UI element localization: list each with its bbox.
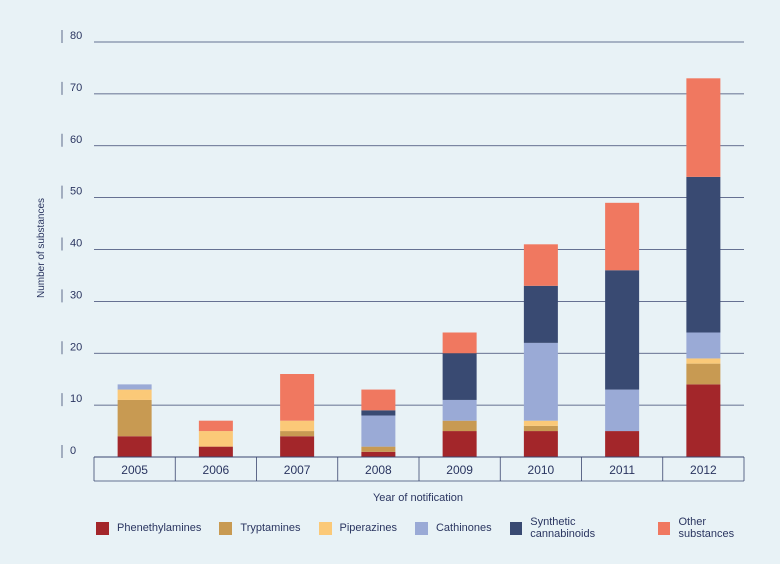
bar-2010-piperazines — [523, 420, 558, 426]
bar-2007-other-substances — [280, 374, 315, 421]
bar-2008-tryptamines — [361, 446, 396, 452]
y-axis-title: Number of substances — [36, 198, 47, 298]
bar-2005-tryptamines — [117, 399, 152, 437]
legend-swatch — [219, 521, 233, 535]
y-tick-label: 70 — [70, 82, 82, 94]
y-tick-label: 60 — [70, 134, 82, 146]
bar-2012-other-substances — [686, 78, 721, 177]
x-axis-title: Year of notification — [373, 492, 463, 504]
legend-label: Phenethylamines — [117, 522, 202, 534]
legend-swatch — [318, 521, 332, 535]
legend-swatch — [657, 521, 671, 535]
bar-2009-tryptamines — [442, 420, 477, 432]
legend-item: Phenethylamines — [96, 521, 202, 535]
legend-item: Cathinones — [414, 521, 492, 535]
x-tick-label: 2008 — [365, 463, 392, 477]
bar-2010-tryptamines — [523, 425, 558, 432]
x-tick-label: 2012 — [690, 463, 717, 477]
bar-2009-cathinones — [442, 399, 477, 421]
x-tick-label: 2007 — [284, 463, 311, 477]
bar-2011-synthetic-cannabinoids — [605, 270, 640, 390]
x-tick-label: 2009 — [446, 463, 473, 477]
legend-swatch — [96, 521, 109, 535]
bar-2011-cathinones — [605, 389, 640, 432]
legend-label: Cathinones — [435, 522, 492, 534]
bar-2011-other-substances — [605, 202, 640, 271]
x-tick-label: 2010 — [528, 463, 555, 477]
y-tick-label: 10 — [70, 393, 82, 405]
bar-2012-piperazines — [686, 358, 721, 364]
bar-2008-cathinones — [361, 415, 396, 447]
y-tick-label: 80 — [70, 30, 82, 42]
legend-label: Synthetic cannabinoids — [530, 516, 596, 540]
bar-2007-piperazines — [280, 420, 315, 432]
bar-2005-cathinones — [117, 384, 152, 390]
bar-2008-synthetic-cannabinoids — [361, 410, 396, 416]
bar-2006-phenethylamines — [198, 446, 233, 457]
y-tick-label: 50 — [70, 186, 82, 198]
bar-2012-tryptamines — [686, 363, 721, 385]
y-tick-label: 20 — [70, 341, 82, 353]
bar-2010-synthetic-cannabinoids — [523, 285, 558, 343]
x-tick-label: 2011 — [609, 463, 635, 477]
bar-2012-synthetic-cannabinoids — [686, 176, 721, 333]
legend-label: Piperazines — [339, 522, 397, 534]
grid-layer: 0 10 20 30 40 50 60 70 80 — [61, 30, 744, 458]
legend-item: Tryptamines — [219, 521, 301, 535]
bar-layer — [117, 78, 721, 457]
legend: Phenethylamines Tryptamines Piperazines Cat… — [96, 516, 780, 540]
bar-2007-phenethylamines — [280, 436, 315, 457]
x-tick-label: 2006 — [203, 463, 230, 477]
x-axis: 2005 2006 2007 2008 2009 2010 2011 2012 — [93, 456, 745, 482]
y-tick-label: 40 — [70, 238, 82, 250]
bar-2011-phenethylamines — [605, 431, 640, 457]
bar-2010-other-substances — [523, 244, 558, 286]
legend-label: Tryptamines — [240, 522, 301, 534]
bar-2006-other-substances — [198, 420, 233, 432]
bar-2005-piperazines — [117, 389, 152, 400]
bar-2010-cathinones — [523, 342, 558, 421]
bar-2005-phenethylamines — [117, 436, 152, 457]
y-tick-label: 30 — [70, 289, 82, 301]
bar-2007-tryptamines — [280, 431, 315, 437]
bar-2009-other-substances — [442, 332, 477, 354]
bar-2009-synthetic-cannabinoids — [442, 353, 477, 400]
legend-item: Synthetic cannabinoids — [509, 516, 640, 540]
bar-2012-phenethylamines — [686, 384, 721, 457]
x-tick-label: 2005 — [121, 463, 148, 477]
bar-2008-phenethylamines — [361, 451, 396, 457]
bar-2008-other-substances — [361, 389, 396, 411]
legend-swatch — [509, 521, 523, 535]
bar-2006-piperazines — [198, 431, 233, 447]
legend-item: Piperazines — [318, 521, 397, 535]
legend-swatch — [414, 521, 428, 535]
y-tick-label: 0 — [70, 445, 76, 457]
bar-2012-cathinones — [686, 332, 721, 359]
bar-2010-phenethylamines — [523, 431, 558, 457]
legend-item: Other substances — [657, 516, 762, 540]
bar-2009-phenethylamines — [442, 431, 477, 457]
legend-label: Other substances — [678, 516, 735, 540]
